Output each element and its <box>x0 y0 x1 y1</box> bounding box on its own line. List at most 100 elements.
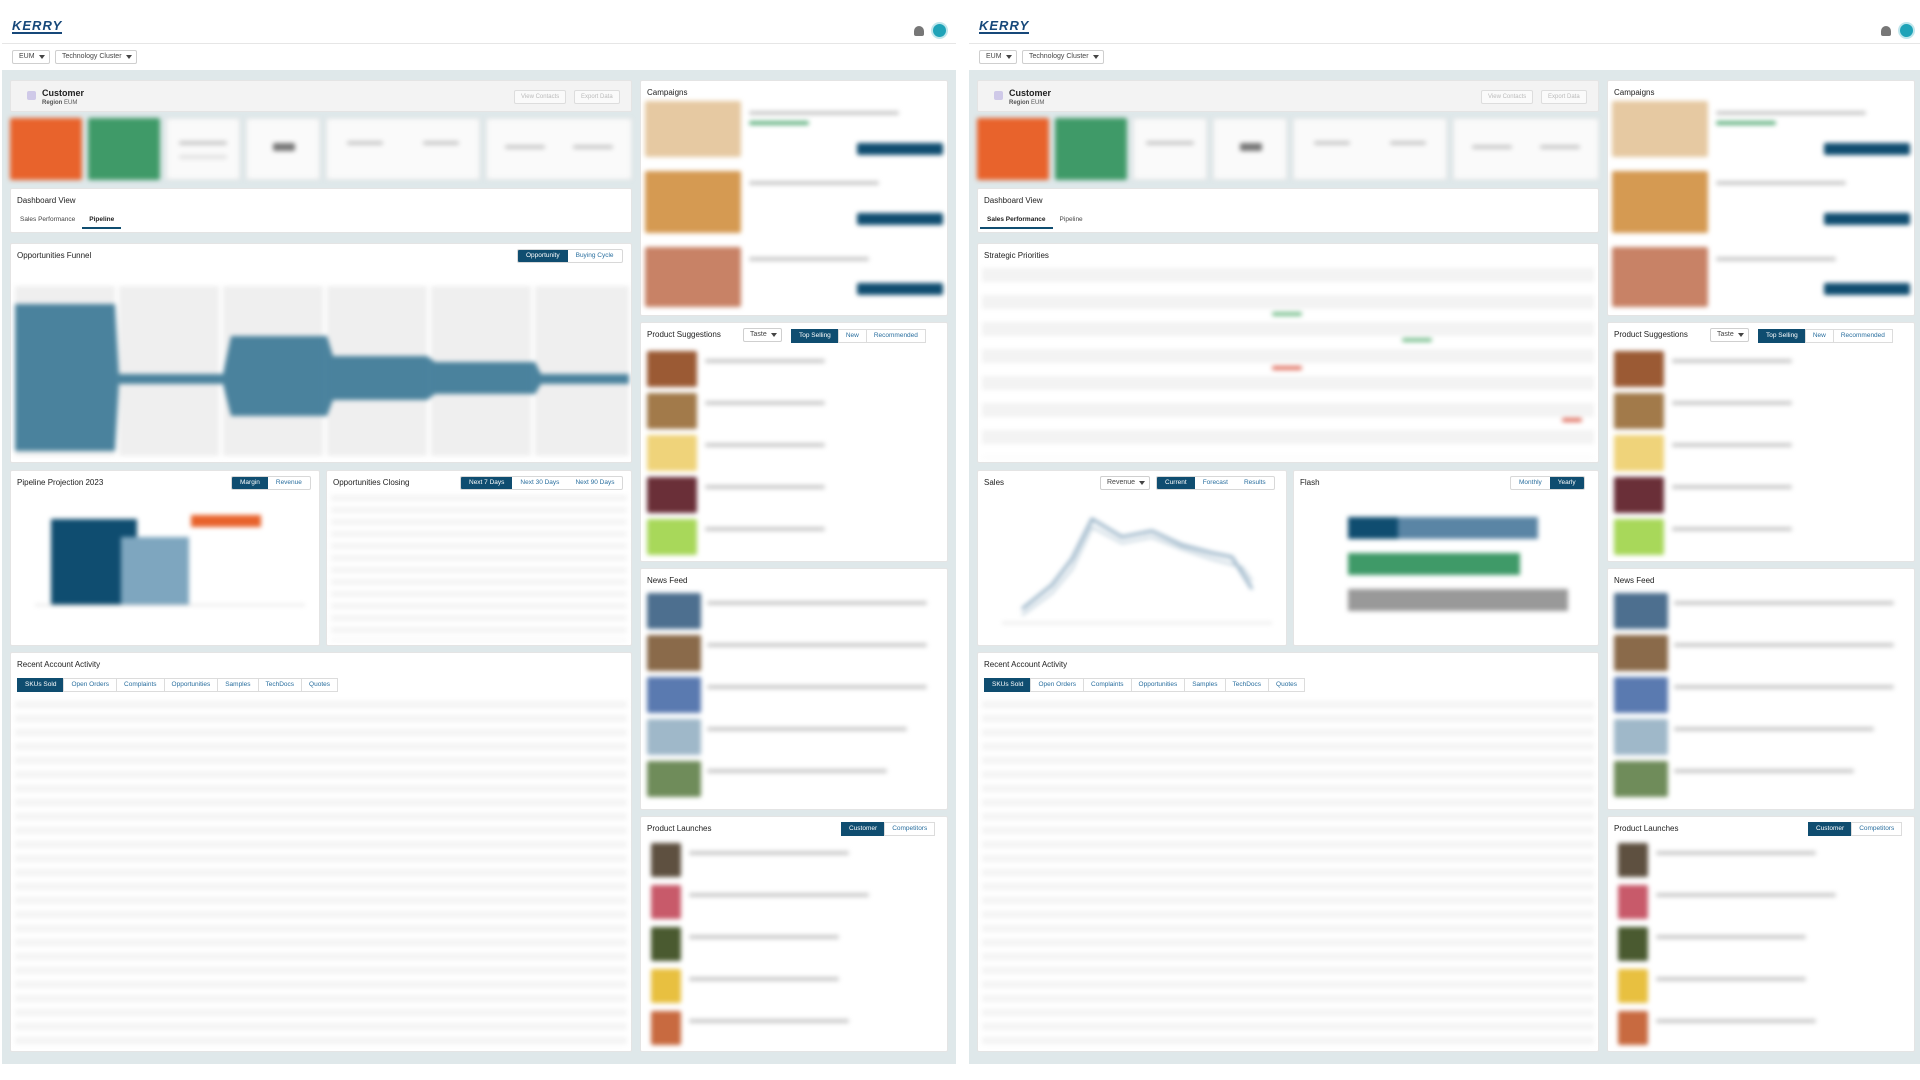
results-toggle[interactable]: Results <box>1243 479 1266 486</box>
customer-toggle[interactable]: Customer <box>841 822 886 836</box>
tab-techdocs[interactable]: TechDocs <box>1224 678 1270 692</box>
tab-samples[interactable]: Samples <box>1184 678 1226 692</box>
strategic-priorities-card: Strategic Priorities <box>977 243 1599 463</box>
kpi-tile[interactable] <box>1133 118 1207 180</box>
top-bar: KERRY <box>969 0 1920 44</box>
customer-toggle[interactable]: Customer <box>1808 822 1853 836</box>
kerry-logo[interactable]: KERRY <box>979 18 1030 34</box>
forecast-toggle[interactable]: Forecast <box>1202 479 1228 486</box>
kpi-tile[interactable] <box>246 118 320 180</box>
notification-bell-icon[interactable] <box>1881 26 1891 36</box>
tab-complaints[interactable]: Complaints <box>116 678 165 692</box>
suggestions-toggle: Top Selling New Recommended <box>791 329 926 343</box>
monthly-toggle[interactable]: Monthly <box>1519 479 1542 486</box>
dashboard-view-tabs: Sales Performance Pipeline <box>980 213 1090 229</box>
tab-pipeline[interactable]: Pipeline <box>82 213 122 229</box>
tab-pipeline[interactable]: Pipeline <box>1059 216 1083 223</box>
next-7-days-toggle[interactable]: Next 7 Days <box>461 477 513 489</box>
taste-dropdown[interactable]: Taste <box>1710 328 1749 342</box>
campaign-thumbnail[interactable] <box>645 171 741 233</box>
view-contacts-button[interactable]: View Contacts <box>1481 90 1534 104</box>
new-toggle[interactable]: New <box>837 329 867 343</box>
export-data-button[interactable]: Export Data <box>1541 90 1587 104</box>
campaign-action-button[interactable] <box>857 213 943 225</box>
campaigns-list <box>645 101 943 311</box>
activity-title: Recent Account Activity <box>984 660 1068 669</box>
recommended-toggle[interactable]: Recommended <box>865 329 926 343</box>
product-launches-card: Product Launches Customer Competitors <box>640 816 948 1052</box>
tab-skus-sold[interactable]: SKUs Sold <box>17 678 65 692</box>
kpi-tile[interactable] <box>326 118 480 180</box>
opportunities-funnel-card: Opportunities Funnel Opportunity Buying … <box>10 243 632 463</box>
tab-open-orders[interactable]: Open Orders <box>1030 678 1085 692</box>
suggestions-title: Product Suggestions <box>647 330 721 339</box>
region-filter-dropdown[interactable]: EUM <box>979 50 1017 64</box>
user-avatar[interactable] <box>931 22 948 39</box>
new-toggle[interactable]: New <box>1804 329 1834 343</box>
campaign-action-button[interactable] <box>857 143 943 155</box>
yearly-toggle[interactable]: Yearly <box>1549 477 1584 489</box>
tab-skus-sold[interactable]: SKUs Sold <box>984 678 1032 692</box>
current-toggle[interactable]: Current <box>1157 477 1195 489</box>
top-selling-toggle[interactable]: Top Selling <box>791 329 839 343</box>
tab-quotes[interactable]: Quotes <box>1268 678 1306 692</box>
campaign-thumbnail[interactable] <box>645 101 741 157</box>
sales-line-chart <box>1002 517 1272 624</box>
top-selling-toggle[interactable]: Top Selling <box>1758 329 1806 343</box>
strategic-table <box>982 268 1594 458</box>
campaign-action-button[interactable] <box>1824 143 1910 155</box>
revenue-dropdown[interactable]: Revenue <box>1100 476 1151 490</box>
tab-opportunities[interactable]: Opportunities <box>1130 678 1186 692</box>
cluster-filter-dropdown[interactable]: Technology Cluster <box>1022 50 1104 64</box>
activity-tabs: SKUs Sold Open Orders Complaints Opportu… <box>17 678 339 692</box>
tab-complaints[interactable]: Complaints <box>1083 678 1132 692</box>
notification-bell-icon[interactable] <box>914 26 924 36</box>
closing-toggle: Next 7 Days Next 30 Days Next 90 Days <box>460 476 624 490</box>
kpi-tile[interactable] <box>166 118 240 180</box>
opportunity-toggle[interactable]: Opportunity <box>518 250 568 262</box>
campaigns-list <box>1612 101 1910 311</box>
kpi-tile[interactable] <box>486 118 632 180</box>
kpi-tile[interactable] <box>1453 118 1599 180</box>
kpi-tile-orange[interactable] <box>977 118 1049 180</box>
kpi-tile[interactable] <box>1293 118 1447 180</box>
campaigns-card: Campaigns <box>1607 80 1915 316</box>
tab-sales-performance[interactable]: Sales Performance <box>980 213 1053 229</box>
revenue-toggle[interactable]: Revenue <box>275 479 302 486</box>
suggestions-list <box>1612 349 1910 557</box>
next-30-days-toggle[interactable]: Next 30 Days <box>520 479 560 486</box>
kerry-logo[interactable]: KERRY <box>12 18 63 34</box>
cluster-filter-dropdown[interactable]: Technology Cluster <box>55 50 137 64</box>
competitors-toggle[interactable]: Competitors <box>1851 822 1903 836</box>
tab-open-orders[interactable]: Open Orders <box>63 678 118 692</box>
view-contacts-button[interactable]: View Contacts <box>514 90 567 104</box>
kpi-tile-orange[interactable] <box>10 118 82 180</box>
taste-dropdown[interactable]: Taste <box>743 328 782 342</box>
kpi-tile-green[interactable] <box>1055 118 1127 180</box>
tab-samples[interactable]: Samples <box>217 678 259 692</box>
activity-table <box>982 701 1594 1045</box>
next-90-days-toggle[interactable]: Next 90 Days <box>575 479 615 486</box>
flash-bar-chart <box>1348 517 1568 611</box>
recommended-toggle[interactable]: Recommended <box>1832 329 1893 343</box>
tab-opportunities[interactable]: Opportunities <box>163 678 219 692</box>
tab-sales-performance[interactable]: Sales Performance <box>20 216 76 223</box>
export-data-button[interactable]: Export Data <box>574 90 620 104</box>
campaign-action-button[interactable] <box>1824 283 1910 295</box>
customer-region: Region EUM <box>42 100 78 106</box>
campaign-thumbnail[interactable] <box>645 247 741 307</box>
news-title: News Feed <box>1614 576 1655 585</box>
tab-quotes[interactable]: Quotes <box>301 678 339 692</box>
kpi-tile-green[interactable] <box>88 118 160 180</box>
user-avatar[interactable] <box>1898 22 1915 39</box>
buying-cycle-toggle[interactable]: Buying Cycle <box>575 252 614 259</box>
dashboard-view-title: Dashboard View <box>984 196 1043 205</box>
campaign-action-button[interactable] <box>1824 213 1910 225</box>
campaign-action-button[interactable] <box>857 283 943 295</box>
competitors-toggle[interactable]: Competitors <box>884 822 936 836</box>
kpi-strip <box>977 118 1599 180</box>
region-filter-dropdown[interactable]: EUM <box>12 50 50 64</box>
margin-toggle[interactable]: Margin <box>232 477 268 489</box>
kpi-tile[interactable] <box>1213 118 1287 180</box>
tab-techdocs[interactable]: TechDocs <box>257 678 303 692</box>
